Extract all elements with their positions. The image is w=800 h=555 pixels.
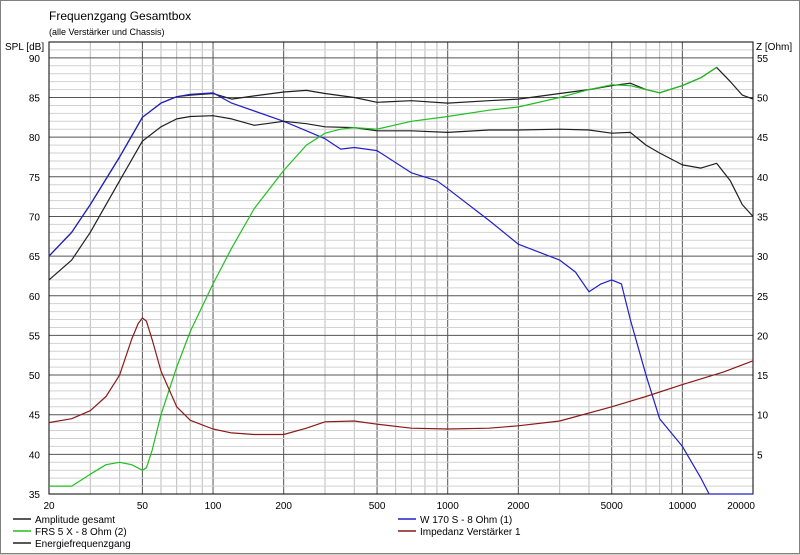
y-axis-label: SPL [dB] [5,42,44,53]
y-tick-label: 45 [29,411,41,422]
y2-tick-label: 40 [757,173,769,184]
y-tick-label: 75 [29,173,41,184]
series-line [48,317,754,436]
x-tick-label: 20000 [727,501,755,512]
legend-label: Amplitude gesamt [35,515,115,526]
legend-label: Impedanz Verstärker 1 [420,527,521,538]
legend-label: FRS 5 X - 8 Ohm (2) [35,527,127,538]
axis-ticks: 20 50 100 200 500 1000 2000 5000 10000 20000 35 40 4… [29,54,769,512]
series-line [48,115,754,281]
y-tick-label: 90 [29,54,41,65]
x-tick-label: 10000 [668,501,696,512]
y2-tick-label: 30 [757,252,769,263]
legend-label: W 170 S - 8 Ohm (1) [420,515,512,526]
x-tick-label: 500 [369,501,386,512]
y-tick-label: 35 [29,490,41,501]
y-tick-label: 65 [29,252,41,263]
y2-tick-label: 10 [757,411,769,422]
plot-area [48,41,754,495]
y2-tick-label: 45 [757,133,769,144]
x-tick-label: 100 [205,501,222,512]
series-line [49,66,717,487]
y-tick-label: 60 [29,292,41,303]
x-tick-label: 1000 [437,501,460,512]
legend: Amplitude gesamt W 170 S - 8 Ohm (1) FRS 5… [13,515,521,550]
y2-tick-label: 20 [757,331,769,342]
grid-lines [48,42,754,494]
series-line [48,92,753,495]
chart-subtitle: (alle Verstärker und Chassis) [49,27,165,37]
y2-tick-label: 15 [757,371,769,382]
x-tick-label: 5000 [601,501,624,512]
series-lines [48,66,754,495]
x-tick-label: 200 [275,501,292,512]
y-tick-label: 55 [29,331,41,342]
x-tick-label: 20 [43,501,55,512]
y-tick-label: 70 [29,212,41,223]
y2-axis-label: Z [Ohm] [756,42,792,53]
y-tick-label: 50 [29,371,41,382]
y2-tick-label: 25 [757,292,769,303]
y-tick-label: 40 [29,450,41,461]
y-tick-label: 80 [29,133,41,144]
series-line [48,66,754,257]
y2-tick-label: 35 [757,212,769,223]
x-tick-label: 2000 [507,501,530,512]
y2-tick-label: 50 [757,94,769,105]
x-tick-label: 50 [137,501,149,512]
chart-title: Frequenzgang Gesamtbox [49,9,191,23]
legend-label: Energiefrequenzgang [35,539,131,550]
y-tick-label: 85 [29,94,41,105]
y2-tick-label: 55 [757,54,769,65]
y2-tick-label: 5 [757,450,763,461]
